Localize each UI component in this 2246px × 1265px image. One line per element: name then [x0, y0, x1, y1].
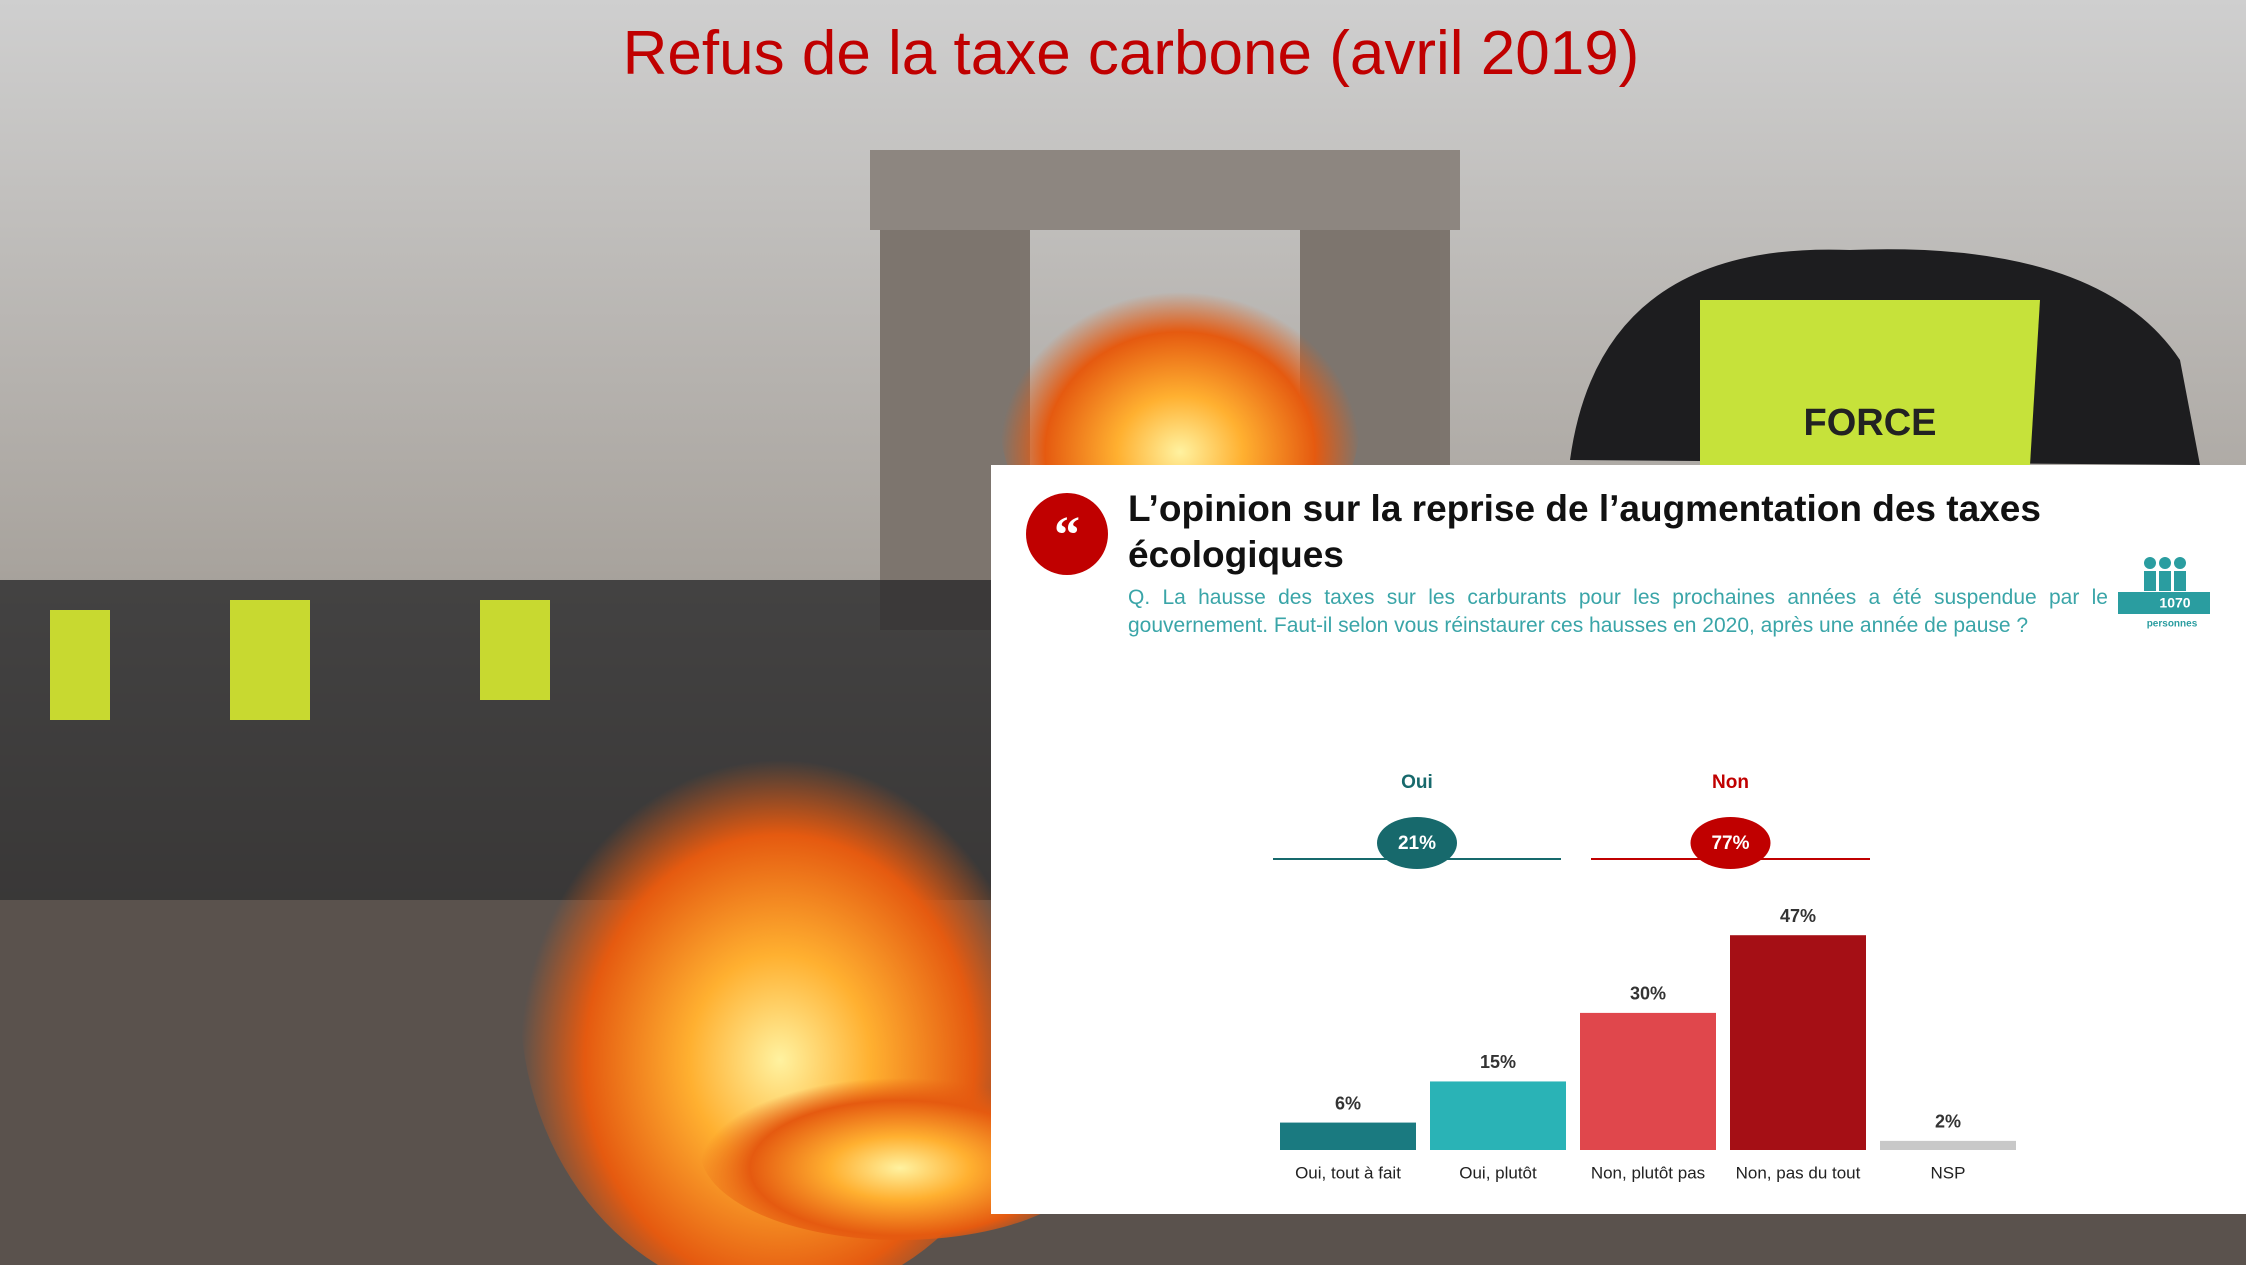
x-tick-label: Non, pas du tout	[1736, 1163, 1861, 1182]
bar	[1430, 1081, 1566, 1150]
value-label: 15%	[1480, 1052, 1516, 1072]
sample-count: 1070	[2159, 595, 2190, 611]
chart-title: L’opinion sur la reprise de l’augmentati…	[1128, 486, 2088, 578]
bar	[1280, 1123, 1416, 1150]
vest-text: FORCE	[1804, 402, 1937, 444]
x-tick-label: NSP	[1931, 1163, 1966, 1182]
bar	[1730, 935, 1866, 1150]
group-total-label: 21%	[1398, 833, 1436, 854]
group-total-label: 77%	[1711, 833, 1749, 854]
group-name: Non	[1712, 772, 1749, 793]
bar	[1580, 1013, 1716, 1150]
slide-title: Refus de la taxe carbone (avril 2019)	[0, 18, 2246, 89]
page: FORCE “ 1070 personnes Oui 21% Non 77% 6% Oui…	[0, 0, 2246, 1265]
bar	[1880, 1141, 2016, 1150]
x-tick-label: Oui, tout à fait	[1295, 1163, 1401, 1182]
value-label: 47%	[1780, 906, 1816, 926]
group-name: Oui	[1401, 772, 1433, 793]
value-label: 30%	[1630, 984, 1666, 1004]
chart-subtitle: Q. La hausse des taxes sur les carburant…	[1128, 584, 2108, 640]
value-label: 6%	[1335, 1093, 1361, 1113]
quote-mark: “	[1054, 507, 1080, 564]
value-label: 2%	[1935, 1112, 1961, 1132]
x-tick-label: Oui, plutôt	[1459, 1163, 1537, 1182]
x-tick-label: Non, plutôt pas	[1591, 1163, 1705, 1182]
sample-label: personnes	[2147, 619, 2198, 630]
